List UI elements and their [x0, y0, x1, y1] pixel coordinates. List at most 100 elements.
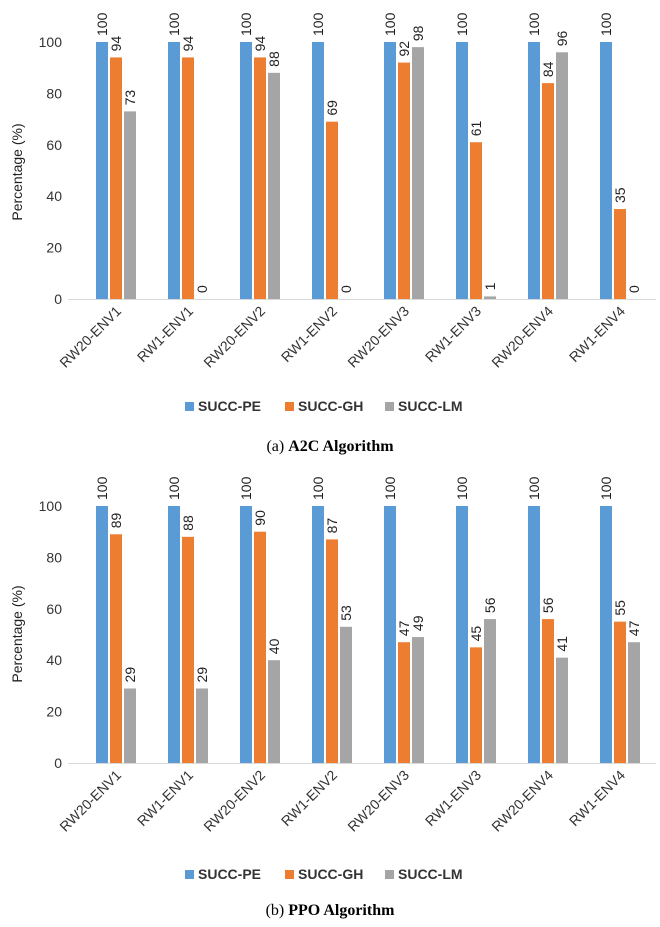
bar-succ-gh: [182, 57, 194, 299]
x-tick-label: RW1-ENV3: [422, 767, 484, 829]
y-tick-label: 0: [54, 291, 62, 307]
data-label: 47: [626, 620, 642, 636]
legend-swatch: [385, 402, 394, 411]
x-tick-label: RW20-ENV2: [200, 767, 268, 835]
bar-succ-pe: [456, 42, 468, 299]
data-label: 92: [396, 41, 412, 57]
data-label: 100: [166, 12, 182, 36]
legend-label: SUCC-GH: [298, 866, 363, 882]
bar-succ-gh: [110, 534, 122, 763]
bar-succ-pe: [528, 506, 540, 763]
legend-label: SUCC-PE: [198, 866, 261, 882]
bar-succ-gh: [614, 621, 626, 763]
bar-succ-pe: [96, 506, 108, 763]
bar-succ-lm: [412, 637, 424, 763]
x-tick-label: RW1-ENV2: [278, 767, 340, 829]
data-label: 94: [108, 36, 124, 52]
bar-succ-gh: [542, 83, 554, 300]
y-tick-label: 80: [46, 85, 62, 101]
y-tick-label: 40: [46, 652, 62, 668]
data-label: 100: [382, 12, 398, 36]
data-label: 29: [122, 667, 138, 683]
data-label: 1: [482, 282, 498, 290]
bar-succ-gh: [182, 536, 194, 763]
caption-prefix: (a): [266, 438, 288, 455]
x-tick-label: RW1-ENV2: [278, 303, 340, 365]
legend-swatch: [385, 870, 394, 879]
data-label: 100: [526, 12, 542, 36]
legend-label: SUCC-LM: [398, 866, 463, 882]
figure-caption: (a) A2C Algorithm: [266, 438, 394, 455]
bar-succ-gh: [542, 619, 554, 763]
x-tick-label: RW20-ENV1: [56, 303, 124, 371]
x-tick-label: RW1-ENV3: [422, 303, 484, 365]
data-label: 94: [180, 36, 196, 52]
data-label: 100: [94, 476, 110, 500]
bar-succ-gh: [326, 539, 338, 763]
data-label: 29: [194, 667, 210, 683]
bar-succ-pe: [384, 506, 396, 763]
x-tick-label: RW1-ENV1: [134, 767, 196, 829]
figure-caption: (b) PPO Algorithm: [266, 902, 396, 919]
data-label: 56: [540, 597, 556, 613]
data-label: 96: [554, 30, 570, 46]
bar-succ-gh: [326, 121, 338, 299]
x-tick-label: RW1-ENV1: [134, 303, 196, 365]
legend: SUCC-PE SUCC-GH SUCC-LM: [185, 866, 463, 882]
y-tick-label: 0: [54, 755, 62, 771]
data-label: 0: [194, 285, 210, 293]
legend-label: SUCC-LM: [398, 398, 463, 414]
data-label: 84: [540, 61, 556, 77]
bar-succ-pe: [384, 42, 396, 299]
x-tick-label: RW20-ENV4: [488, 767, 556, 835]
data-label: 88: [266, 51, 282, 67]
y-tick-label: 100: [39, 498, 63, 514]
x-tick-label: RW20-ENV4: [488, 303, 556, 371]
data-label: 100: [454, 476, 470, 500]
bar-succ-gh: [398, 642, 410, 763]
y-tick-label: 40: [46, 188, 62, 204]
bar-succ-pe: [96, 42, 108, 299]
data-label: 98: [410, 25, 426, 41]
bar-succ-gh: [398, 62, 410, 300]
data-label: 87: [324, 518, 340, 534]
y-axis-label: Percentage (%): [9, 585, 25, 682]
bar-succ-pe: [168, 506, 180, 763]
legend-swatch: [185, 870, 194, 879]
bar-succ-pe: [168, 42, 180, 299]
x-tick-label: RW20-ENV2: [200, 303, 268, 371]
data-label: 100: [94, 12, 110, 36]
data-label: 100: [238, 476, 254, 500]
caption-prefix: (b): [266, 902, 289, 919]
bar-succ-lm: [556, 657, 568, 763]
data-label: 56: [482, 597, 498, 613]
chart-a2c: Percentage (%)0204060801001009473RW20-EN…: [9, 12, 656, 455]
data-label: 40: [266, 638, 282, 654]
data-label: 53: [338, 605, 354, 621]
data-label: 89: [108, 512, 124, 528]
bar-succ-lm: [484, 296, 496, 299]
data-label: 88: [180, 515, 196, 531]
x-tick-label: RW20-ENV1: [56, 767, 124, 835]
y-tick-label: 60: [46, 137, 62, 153]
bar-succ-lm: [268, 660, 280, 763]
bar-succ-gh: [470, 142, 482, 299]
bar-succ-gh: [470, 647, 482, 763]
data-label: 45: [468, 626, 484, 642]
data-label: 61: [468, 120, 484, 136]
data-label: 47: [396, 620, 412, 636]
data-label: 0: [626, 285, 642, 293]
data-label: 41: [554, 636, 570, 652]
data-label: 69: [324, 100, 340, 116]
data-label: 100: [382, 476, 398, 500]
data-label: 100: [310, 476, 326, 500]
legend: SUCC-PE SUCC-GH SUCC-LM: [185, 398, 463, 414]
legend-label: SUCC-GH: [298, 398, 363, 414]
data-label: 0: [338, 285, 354, 293]
data-label: 94: [252, 36, 268, 52]
bar-succ-lm: [484, 619, 496, 763]
bar-succ-pe: [312, 42, 324, 299]
bar-succ-pe: [312, 506, 324, 763]
bar-succ-lm: [628, 642, 640, 763]
